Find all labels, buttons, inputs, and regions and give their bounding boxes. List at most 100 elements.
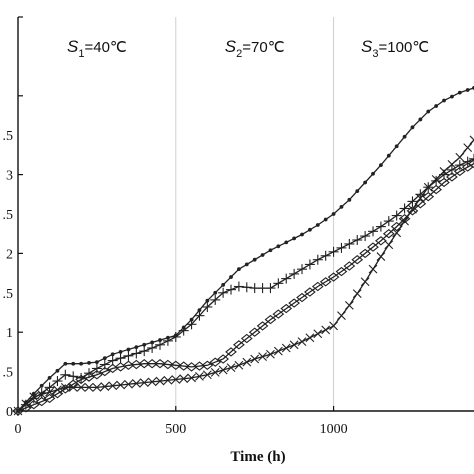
data-point bbox=[60, 369, 71, 380]
series-line bbox=[17, 163, 474, 412]
data-point bbox=[236, 267, 241, 272]
data-point bbox=[323, 217, 328, 222]
data-point bbox=[202, 301, 213, 312]
data-point bbox=[221, 283, 226, 287]
data-point bbox=[273, 278, 284, 289]
y-tick-label: 2 bbox=[6, 247, 13, 262]
data-point bbox=[379, 163, 383, 168]
data-point bbox=[447, 159, 457, 169]
data-point bbox=[383, 216, 394, 227]
data-point bbox=[430, 184, 443, 195]
data-point bbox=[250, 354, 260, 364]
data-point bbox=[217, 354, 230, 364]
data-point bbox=[195, 371, 204, 381]
data-point bbox=[368, 264, 378, 274]
data-point bbox=[44, 382, 55, 393]
data-point bbox=[116, 380, 125, 390]
labels: Time (h) S1=40℃ S2=70℃ S3=100℃ bbox=[67, 37, 429, 465]
data-point bbox=[155, 376, 165, 386]
data-point bbox=[21, 399, 31, 409]
data-point bbox=[406, 206, 419, 216]
data-point bbox=[218, 287, 229, 298]
y-tick-label: .5 bbox=[3, 366, 14, 381]
data-point bbox=[123, 350, 134, 361]
data-point bbox=[400, 216, 409, 226]
data-point bbox=[147, 342, 158, 353]
stage-label: S1=40℃ bbox=[67, 37, 127, 60]
data-point bbox=[115, 353, 126, 364]
data-point bbox=[371, 171, 375, 176]
data-point bbox=[297, 337, 307, 347]
data-point bbox=[335, 266, 348, 277]
data-point bbox=[446, 172, 458, 182]
data-point bbox=[415, 193, 425, 203]
data-point bbox=[423, 182, 433, 192]
data-point bbox=[292, 236, 297, 241]
data-point bbox=[134, 345, 139, 350]
data-point bbox=[457, 90, 462, 95]
data-point bbox=[147, 377, 157, 387]
y-tick-label: 3 bbox=[6, 169, 13, 184]
data-point bbox=[347, 197, 352, 202]
data-point bbox=[304, 287, 316, 297]
data-point bbox=[53, 385, 62, 395]
data-point bbox=[280, 303, 293, 314]
data-point bbox=[384, 240, 394, 250]
data-point bbox=[465, 88, 470, 92]
data-point bbox=[344, 238, 355, 249]
data-point bbox=[431, 174, 441, 184]
data-point bbox=[194, 310, 205, 321]
data-point bbox=[210, 294, 221, 305]
data-point bbox=[169, 360, 182, 371]
data-point bbox=[226, 284, 237, 295]
data-point bbox=[296, 292, 308, 303]
data-point bbox=[289, 268, 300, 279]
data-point bbox=[87, 361, 91, 365]
data-point bbox=[431, 175, 442, 186]
data-point bbox=[13, 406, 23, 416]
data-point bbox=[313, 329, 323, 339]
data-point bbox=[343, 261, 356, 271]
data-point bbox=[146, 359, 158, 369]
data-point bbox=[55, 368, 60, 373]
data-point bbox=[304, 259, 315, 270]
data-point bbox=[360, 231, 371, 242]
data-point bbox=[209, 357, 222, 367]
data-point bbox=[94, 360, 99, 365]
data-point bbox=[331, 212, 336, 216]
data-point bbox=[45, 387, 54, 397]
data-point bbox=[418, 117, 423, 122]
data-point bbox=[266, 349, 275, 359]
data-point bbox=[355, 189, 360, 194]
data-point bbox=[352, 235, 363, 246]
data-point bbox=[213, 290, 218, 295]
data-point bbox=[67, 379, 80, 389]
data-point bbox=[27, 399, 40, 410]
data-point bbox=[382, 228, 395, 239]
data-point bbox=[329, 321, 338, 331]
data-point bbox=[315, 223, 320, 227]
data-point bbox=[319, 277, 332, 287]
data-point bbox=[289, 340, 299, 350]
data-point bbox=[47, 376, 52, 380]
data-point bbox=[187, 373, 196, 383]
data-point bbox=[210, 367, 220, 377]
series-diamond bbox=[12, 158, 474, 416]
data-point bbox=[438, 177, 450, 188]
axes: 0 .5 1 .5 2 .5 3 .5 0 500 1000 bbox=[3, 16, 474, 437]
y-tick-label: 0 bbox=[6, 405, 13, 420]
data-point bbox=[336, 242, 347, 253]
data-point bbox=[352, 289, 362, 298]
gridlines bbox=[175, 17, 335, 411]
data-point bbox=[126, 347, 131, 352]
data-point bbox=[150, 340, 155, 345]
data-point bbox=[37, 390, 47, 399]
data-point bbox=[272, 309, 285, 319]
data-point bbox=[100, 382, 110, 391]
data-point bbox=[453, 166, 466, 177]
data-point bbox=[281, 343, 291, 353]
series-line bbox=[17, 139, 474, 412]
y-tick-label: 1 bbox=[6, 326, 13, 341]
data-point bbox=[450, 94, 454, 99]
data-point bbox=[339, 205, 344, 209]
